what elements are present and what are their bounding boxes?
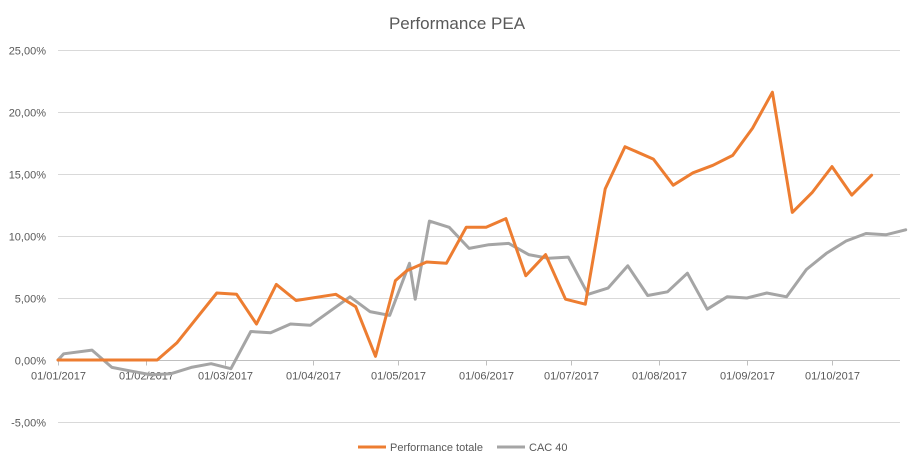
y-tick-label: 0,00%: [15, 356, 46, 368]
x-tick-label: 01/06/2017: [459, 371, 514, 383]
y-tick-label: 15,00%: [9, 170, 47, 182]
x-tick-label: 01/07/2017: [544, 371, 599, 383]
series-line-cac-40: [56, 219, 908, 377]
series-line-performance-totale: [56, 90, 874, 362]
series-lines: [56, 90, 908, 377]
chart-title: Performance PEA: [389, 14, 526, 33]
x-tick-label: 01/08/2017: [632, 371, 687, 383]
x-tick-label: 01/04/2017: [286, 371, 341, 383]
x-tick-label: 01/03/2017: [198, 371, 253, 383]
x-tick-label: 01/01/2017: [31, 371, 86, 383]
x-tick-label: 01/10/2017: [805, 371, 860, 383]
gridlines: [58, 50, 900, 423]
y-tick-label: 10,00%: [9, 232, 47, 244]
y-tick-label: 20,00%: [9, 108, 47, 120]
legend: Performance totale CAC 40: [358, 442, 568, 454]
x-tick-label: 01/05/2017: [371, 371, 426, 383]
legend-label: Performance totale: [390, 442, 483, 454]
y-tick-label: 25,00%: [9, 46, 47, 58]
y-tick-label: 5,00%: [15, 294, 46, 306]
axes: -5,00% 0,00% 5,00% 10,00% 15,00% 20,00% 25,00%…: [9, 46, 900, 430]
x-tick-label: 01/02/2017: [119, 371, 174, 383]
legend-label: CAC 40: [529, 442, 568, 454]
y-tick-label: -5,00%: [11, 418, 46, 430]
x-tick-label: 01/09/2017: [720, 371, 775, 383]
